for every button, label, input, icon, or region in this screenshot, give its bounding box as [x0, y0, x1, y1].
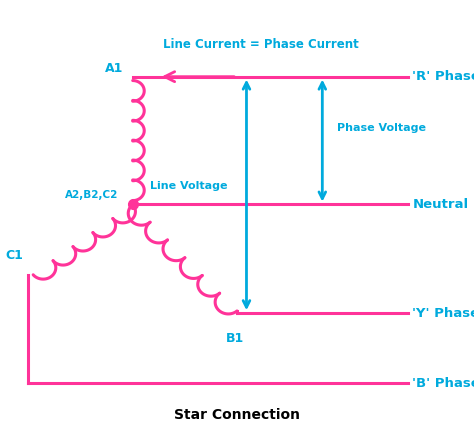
Text: Star Connection: Star Connection [174, 408, 300, 422]
Text: 'Y' Phase: 'Y' Phase [412, 307, 474, 320]
Text: Phase Voltage: Phase Voltage [337, 123, 426, 133]
Text: 'R' Phase: 'R' Phase [412, 70, 474, 83]
Text: A1: A1 [105, 61, 123, 75]
Text: A2,B2,C2: A2,B2,C2 [65, 190, 118, 200]
Text: C1: C1 [6, 249, 24, 262]
Text: Line Current = Phase Current: Line Current = Phase Current [163, 38, 358, 51]
Text: 'B' Phase: 'B' Phase [412, 377, 474, 390]
Text: Neutral: Neutral [412, 198, 468, 211]
Text: B1: B1 [226, 332, 244, 345]
Text: Line Voltage: Line Voltage [150, 181, 228, 191]
